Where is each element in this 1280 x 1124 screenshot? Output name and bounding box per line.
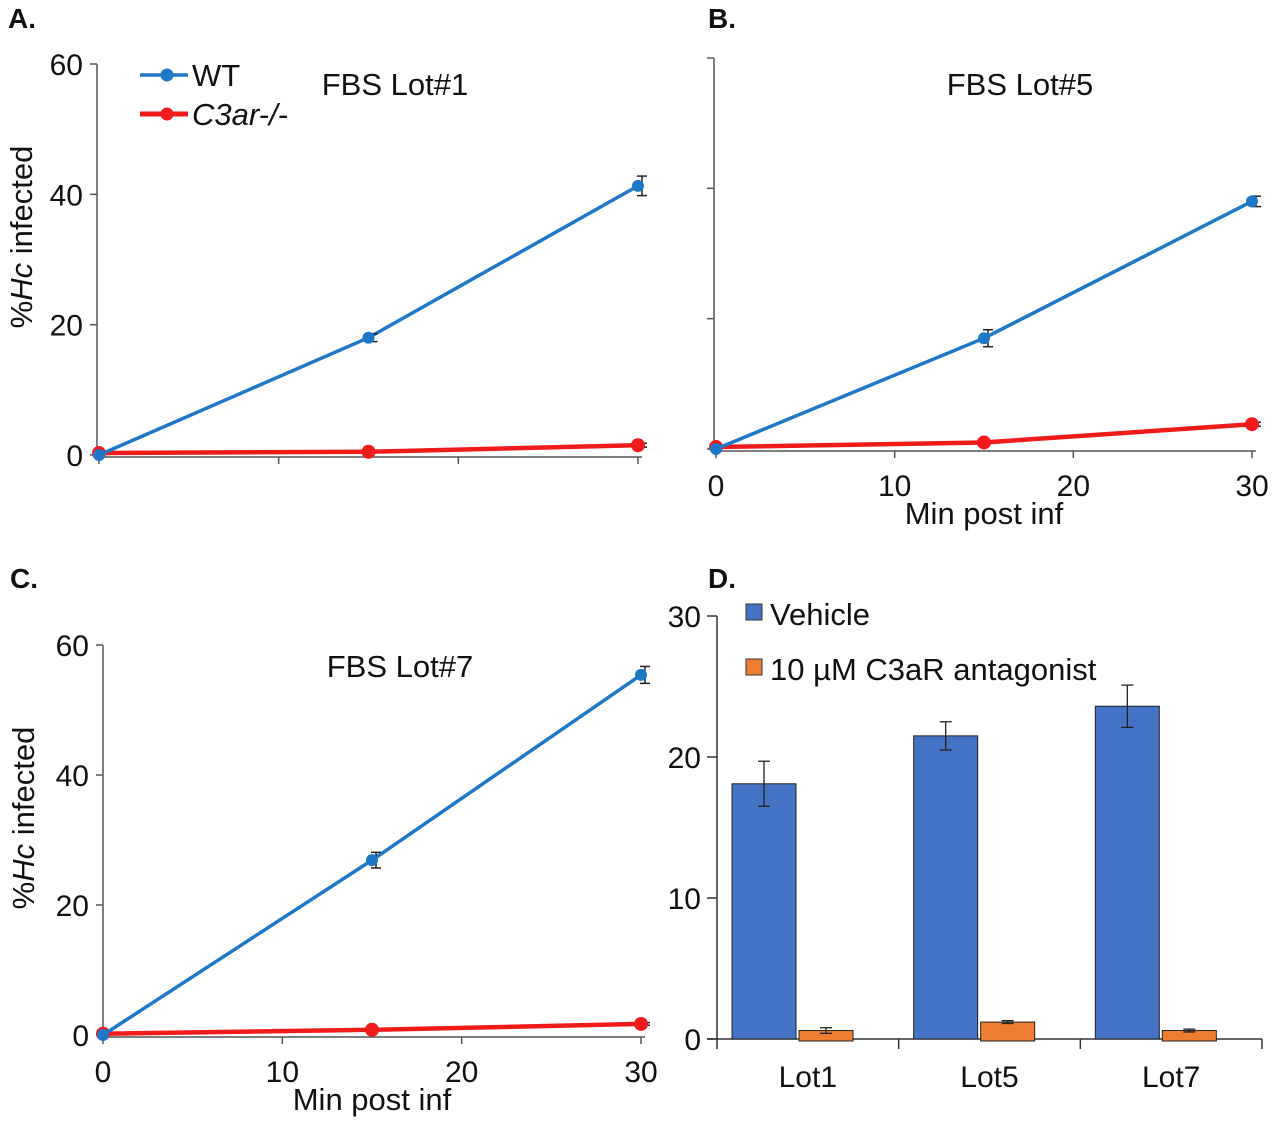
series-line-wt [715, 199, 1253, 451]
data-point-c3ar-ko [365, 1022, 379, 1037]
x-tick-label: Lot7 [1142, 1061, 1200, 1094]
bar-vehicle [731, 783, 797, 1040]
legend-marker [160, 68, 174, 82]
x-tick-label: 20 [445, 1056, 478, 1089]
y-tick-label: 0 [72, 1020, 89, 1053]
legend-label: WT [192, 58, 240, 93]
x-tick-label: 0 [708, 470, 725, 503]
data-point-wt [362, 331, 375, 344]
x-axis-label: Min post inf [293, 1082, 452, 1117]
y-tick-label: 20 [56, 890, 89, 923]
panel-label: A. [8, 3, 36, 34]
data-point-wt [1246, 195, 1258, 208]
panel-label: C. [10, 563, 38, 594]
y-tick-label: 60 [50, 49, 83, 82]
data-point-wt [710, 443, 722, 455]
y-label-italic: Hc [4, 262, 39, 300]
y-tick-label: 40 [56, 760, 89, 793]
data-point-wt [978, 332, 990, 345]
legend-swatch [745, 658, 763, 676]
data-point-c3ar-ko [977, 435, 991, 450]
x-tick-label: Lot5 [960, 1061, 1018, 1094]
y-tick-label: 20 [50, 310, 83, 343]
panel-label: D. [708, 563, 736, 594]
bar-vehicle [913, 735, 979, 1040]
y-label-suffix: infected [4, 146, 39, 263]
y-axis-label: %Hc infected [4, 146, 39, 329]
y-label-italic: Hc [6, 843, 41, 881]
bar-antagonist [980, 1021, 1036, 1042]
legend-swatch [745, 603, 763, 621]
series-line-wt [98, 184, 639, 457]
y-axis-label: %Hc infected [6, 727, 41, 910]
x-tick-label: 0 [95, 1056, 112, 1089]
x-axis-label: Min post inf [905, 496, 1064, 531]
legend-marker [160, 107, 174, 121]
data-point-c3ar-ko [631, 438, 645, 453]
x-tick-label: 10 [266, 1056, 299, 1089]
y-tick-label: 0 [684, 1024, 701, 1057]
legend-label: C3ar-/- [192, 97, 288, 132]
data-point-c3ar-ko [634, 1016, 648, 1031]
legend-label: Vehicle [770, 597, 870, 632]
x-tick-label: 20 [1057, 470, 1090, 503]
data-point-c3ar-ko [1245, 417, 1259, 432]
y-tick-label: 10 [668, 883, 701, 916]
y-label-prefix: % [6, 882, 41, 910]
data-point-c3ar-ko [361, 444, 376, 459]
data-point-wt [93, 449, 105, 461]
data-point-wt [635, 668, 647, 681]
x-tick-label: Lot1 [779, 1061, 837, 1094]
x-tick-label: 10 [878, 470, 911, 503]
x-tick-label: 30 [624, 1056, 657, 1089]
x-tick-label: 30 [1235, 470, 1268, 503]
y-tick-label: 30 [668, 601, 701, 634]
legend-label: 10 µM C3aR antagonist [770, 652, 1097, 687]
data-point-wt [366, 854, 378, 867]
y-label-prefix: % [4, 301, 39, 329]
y-tick-label: 0 [66, 440, 83, 473]
chart-title: FBS Lot#7 [327, 649, 473, 684]
y-tick-label: 60 [56, 630, 89, 663]
y-tick-label: 20 [668, 742, 701, 775]
bar-vehicle [1094, 705, 1160, 1040]
data-point-wt [97, 1029, 109, 1041]
data-point-wt [632, 179, 644, 192]
panel-label: B. [708, 3, 736, 34]
y-label-suffix: infected [6, 727, 41, 844]
chart-title: FBS Lot#1 [322, 67, 468, 102]
chart-title: FBS Lot#5 [947, 67, 1093, 102]
y-tick-label: 40 [50, 179, 83, 212]
